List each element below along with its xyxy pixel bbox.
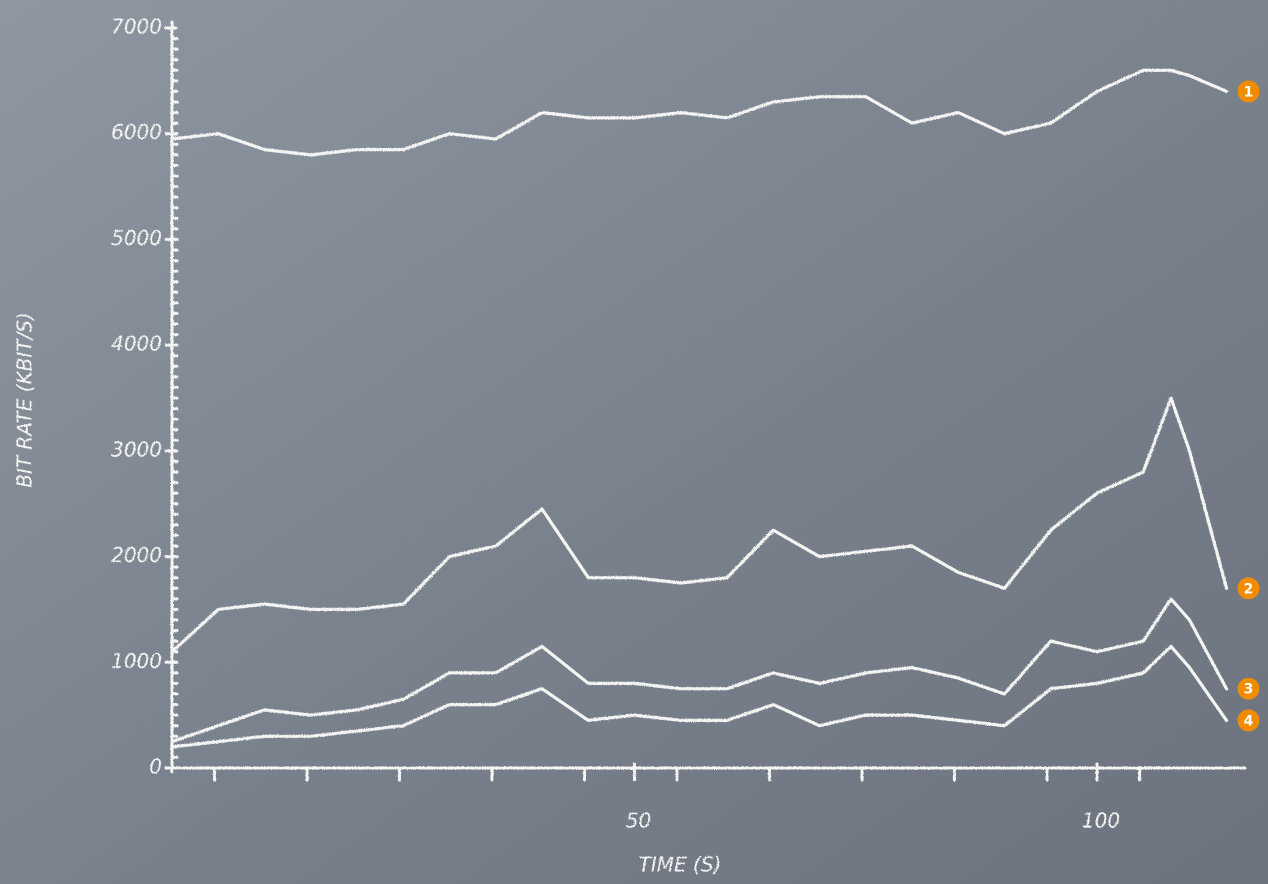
y-tick-label: 7000 [111, 15, 162, 39]
y-tick-label: 4000 [111, 332, 162, 356]
y-tick-label: 3000 [111, 437, 162, 461]
y-tick-label: 6000 [111, 120, 162, 144]
y-tick-label: 1000 [111, 649, 162, 673]
y-tick-label: 5000 [111, 226, 162, 250]
x-tick-label: 100 [1082, 809, 1120, 833]
legend-label: 4 [1244, 713, 1254, 729]
x-axis-title: TIME (S) [639, 853, 722, 877]
y-tick-label: 2000 [111, 543, 162, 567]
y-tick-label: 0 [149, 755, 162, 779]
legend-label: 1 [1244, 84, 1254, 100]
y-axis-title: BIT RATE (KBIT/S) [13, 312, 37, 488]
x-tick-label: 50 [626, 809, 651, 833]
page: 0 1000 2000 3000 4000 5000 6000 7000 50 100 TIME (… [0, 0, 1268, 884]
legend-label: 2 [1244, 581, 1254, 597]
background [0, 0, 1268, 884]
legend-label: 3 [1244, 682, 1254, 698]
chart: 0 1000 2000 3000 4000 5000 6000 7000 50 100 TIME (… [0, 0, 1268, 884]
